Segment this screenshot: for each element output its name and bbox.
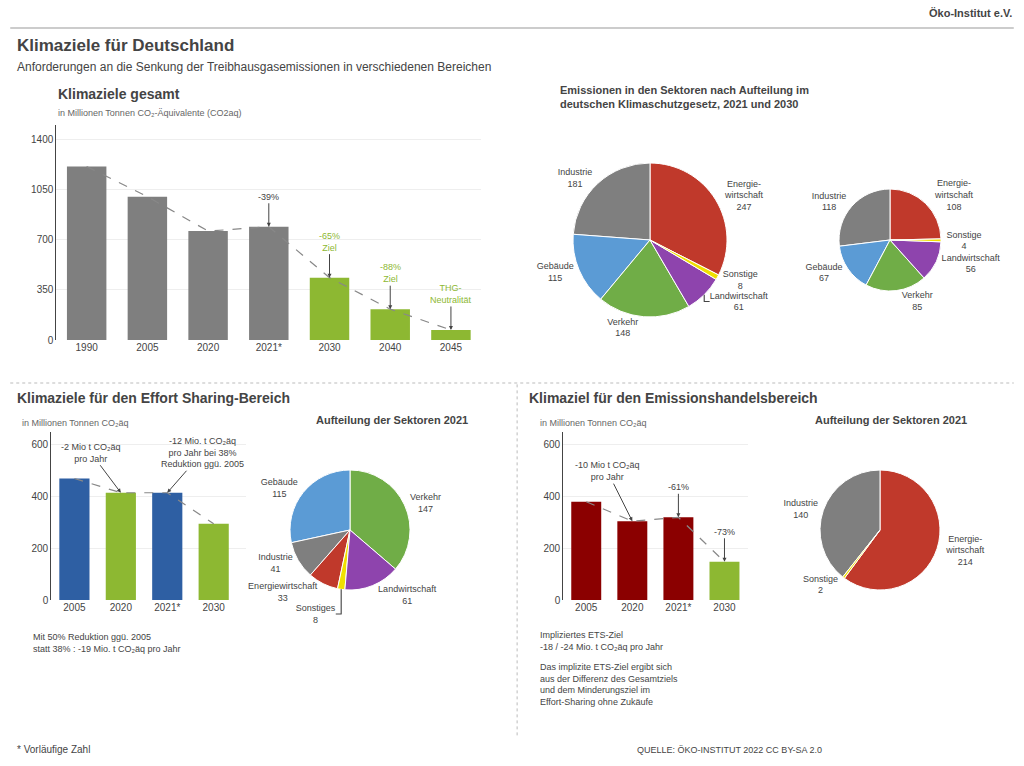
svg-text:2040: 2040 [379, 342, 402, 353]
svg-text:700: 700 [37, 234, 54, 245]
svg-text:2005: 2005 [63, 602, 86, 613]
svg-text:2030: 2030 [203, 602, 226, 613]
svg-text:Aufteilung der Sektoren 2021: Aufteilung der Sektoren 2021 [316, 414, 468, 426]
svg-text:2021*: 2021* [665, 602, 691, 613]
svg-text:in Millionen Tonnen CO₂-Äquiva: in Millionen Tonnen CO₂-Äquivalente (CO2… [58, 108, 241, 118]
svg-text:200: 200 [544, 543, 561, 554]
svg-text:600: 600 [32, 439, 49, 450]
svg-text:-73%: -73% [714, 527, 735, 537]
svg-text:* Vorläufige Zahl: * Vorläufige Zahl [17, 744, 90, 755]
svg-text:QUELLE: ÖKO-INSTITUT 2022 CC B: QUELLE: ÖKO-INSTITUT 2022 CC BY-SA 2.0 [637, 745, 822, 755]
svg-text:2020: 2020 [621, 602, 644, 613]
svg-text:Impliziertes ETS-Ziel-18 / -24: Impliziertes ETS-Ziel-18 / -24 Mio. t CO… [540, 630, 663, 652]
svg-text:Verkehr148: Verkehr148 [607, 317, 638, 339]
svg-text:Emissionen in den Sektoren nac: Emissionen in den Sektoren nach Aufteilu… [560, 84, 809, 110]
svg-text:Industrie118: Industrie118 [812, 191, 847, 213]
svg-text:Klimaziele für Deutschland: Klimaziele für Deutschland [17, 36, 234, 55]
svg-text:1990: 1990 [76, 342, 99, 353]
svg-text:2030: 2030 [318, 342, 341, 353]
svg-text:Landwirtschaft61: Landwirtschaft61 [710, 291, 769, 313]
svg-text:1050: 1050 [31, 184, 54, 195]
svg-text:Landwirtschaft56: Landwirtschaft56 [942, 253, 1001, 275]
svg-text:-12 Mio. t CO₂äqpro Jahr bei 3: -12 Mio. t CO₂äqpro Jahr bei 38%Reduktio… [161, 436, 244, 469]
svg-text:Industrie140: Industrie140 [783, 498, 818, 520]
svg-text:2021*: 2021* [256, 342, 282, 353]
svg-text:0: 0 [48, 335, 54, 346]
svg-text:-88%Ziel: -88%Ziel [380, 262, 401, 284]
svg-text:Sonstige4: Sonstige4 [946, 230, 981, 252]
svg-text:2020: 2020 [110, 602, 133, 613]
svg-text:Das implizite ETS-Ziel ergibt: Das implizite ETS-Ziel ergibt sichaus de… [540, 662, 678, 707]
svg-text:Klimaziel für den Emissionshan: Klimaziel für den Emissionshandelsbereic… [529, 390, 818, 406]
svg-text:2005: 2005 [575, 602, 598, 613]
svg-text:1400: 1400 [31, 134, 54, 145]
svg-text:-61%: -61% [668, 482, 689, 492]
svg-text:Industrie181: Industrie181 [558, 167, 593, 189]
svg-text:in Millionen Tonnen CO₂äq: in Millionen Tonnen CO₂äq [540, 418, 646, 428]
svg-text:Energiewirtschaft33: Energiewirtschaft33 [248, 581, 318, 603]
svg-text:2005: 2005 [136, 342, 159, 353]
svg-text:Gebäude115: Gebäude115 [537, 261, 574, 283]
svg-text:Öko-Institut e.V.: Öko-Institut e.V. [929, 7, 1012, 19]
svg-text:-10 Mio t CO₂äqpro Jahr: -10 Mio t CO₂äqpro Jahr [575, 460, 640, 482]
svg-text:Energie-wirtschaft247: Energie-wirtschaft247 [724, 179, 764, 212]
svg-text:Energie-wirtschaft108: Energie-wirtschaft108 [934, 178, 974, 211]
svg-text:Sonstige2: Sonstige2 [803, 574, 838, 596]
svg-text:Aufteilung der Sektoren 2021: Aufteilung der Sektoren 2021 [815, 414, 967, 426]
svg-text:2045: 2045 [440, 342, 463, 353]
svg-text:Energie-wirtschaft214: Energie-wirtschaft214 [945, 534, 985, 567]
svg-text:Landwirtschaft61: Landwirtschaft61 [378, 584, 437, 606]
svg-text:Gebäude115: Gebäude115 [261, 477, 298, 499]
svg-text:THG-Neutralität: THG-Neutralität [430, 283, 472, 305]
svg-text:-39%: -39% [258, 192, 279, 202]
svg-text:2030: 2030 [713, 602, 736, 613]
svg-text:Verkehr85: Verkehr85 [902, 290, 933, 312]
svg-text:-2 Mio t CO₂äqpro Jahr: -2 Mio t CO₂äqpro Jahr [61, 442, 121, 464]
svg-text:200: 200 [32, 543, 49, 554]
svg-text:400: 400 [544, 491, 561, 502]
svg-text:350: 350 [37, 284, 54, 295]
svg-text:0: 0 [555, 595, 561, 606]
svg-text:Mit 50% Reduktion ggü. 2005sta: Mit 50% Reduktion ggü. 2005statt 38% : -… [33, 632, 181, 654]
svg-text:Anforderungen an die Senkung d: Anforderungen an die Senkung der Treibha… [17, 60, 491, 74]
svg-text:-65%Ziel: -65%Ziel [319, 231, 340, 253]
svg-text:600: 600 [544, 439, 561, 450]
svg-text:in Millionen Tonnen CO₂äq: in Millionen Tonnen CO₂äq [22, 418, 128, 428]
svg-text:0: 0 [43, 595, 49, 606]
svg-text:400: 400 [32, 491, 49, 502]
svg-text:Gebäude67: Gebäude67 [806, 262, 843, 284]
svg-text:2020: 2020 [197, 342, 220, 353]
svg-text:Industrie41: Industrie41 [258, 552, 293, 574]
svg-text:Klimaziele gesamt: Klimaziele gesamt [58, 86, 180, 102]
svg-text:Sonstige8: Sonstige8 [723, 269, 758, 291]
svg-text:Klimaziele für den Effort Shar: Klimaziele für den Effort Sharing-Bereic… [17, 390, 290, 406]
svg-text:2021*: 2021* [154, 602, 180, 613]
svg-text:Verkehr147: Verkehr147 [410, 492, 441, 514]
svg-text:Sonstiges8: Sonstiges8 [296, 603, 336, 625]
